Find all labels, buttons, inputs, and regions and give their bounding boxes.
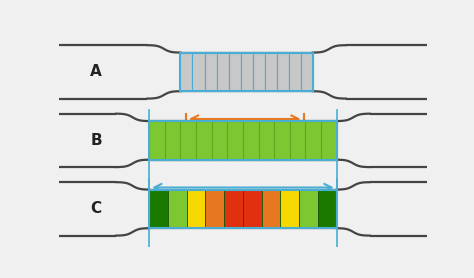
Bar [321,121,337,160]
Bar [187,190,205,228]
Bar [168,190,187,228]
Bar [192,53,204,91]
Bar [196,121,212,160]
Bar [299,190,318,228]
Bar [243,190,262,228]
Bar [149,190,168,228]
Bar [241,53,253,91]
Bar [281,190,299,228]
Text: C: C [91,201,101,216]
Bar [181,53,192,91]
Bar [217,53,228,91]
Bar [258,121,274,160]
Bar [277,53,289,91]
Bar [318,190,337,228]
Bar [228,53,241,91]
Bar [262,190,281,228]
Bar [274,121,290,160]
Text: B: B [90,133,102,148]
Bar [224,190,243,228]
Bar [205,190,224,228]
Bar [212,121,228,160]
Text: A: A [90,64,102,80]
Bar [181,53,313,91]
Bar [181,121,196,160]
Bar [264,53,277,91]
Bar [301,53,313,91]
Bar [305,121,321,160]
Bar [149,121,165,160]
Bar [149,121,337,160]
Bar [204,53,217,91]
Bar [149,190,337,228]
Bar [289,53,301,91]
Bar [243,121,258,160]
Bar [253,53,264,91]
Bar [165,121,181,160]
Bar [290,121,305,160]
Bar [228,121,243,160]
